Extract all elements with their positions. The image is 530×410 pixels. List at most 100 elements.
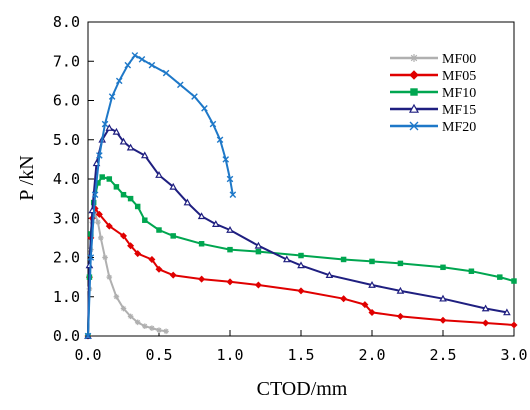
- data-point: [409, 70, 419, 80]
- data-point: [197, 212, 206, 220]
- data-point: [282, 255, 291, 263]
- data-point: [155, 171, 163, 178]
- data-point: [482, 319, 490, 327]
- data-point: [177, 81, 184, 89]
- data-point: [439, 294, 447, 302]
- data-point: [142, 217, 148, 223]
- data-point: [340, 256, 347, 263]
- x-tick-label: 2.0: [358, 346, 385, 364]
- legend-item-mf10: MF10: [390, 86, 476, 101]
- data-point: [227, 246, 233, 253]
- x-tick-label: 1.0: [216, 346, 243, 364]
- data-point: [503, 308, 511, 316]
- data-point: [156, 227, 162, 233]
- data-point: [134, 203, 141, 210]
- data-point: [410, 88, 418, 96]
- data-point: [142, 323, 148, 329]
- data-point: [198, 241, 205, 247]
- legend-label: MF05: [442, 69, 476, 84]
- data-point: [439, 316, 447, 324]
- series-line: [87, 213, 167, 337]
- data-point: [440, 264, 446, 271]
- x-axis-title: CTOD/mm: [257, 378, 348, 400]
- series-mf20: [84, 52, 237, 340]
- legend-item-mf00: MF00: [390, 52, 476, 67]
- data-point: [97, 235, 104, 241]
- x-tick-label: 1.5: [287, 346, 314, 364]
- series-mf10: [85, 174, 517, 339]
- data-point: [149, 325, 155, 331]
- data-point: [211, 220, 220, 227]
- data-point: [468, 268, 475, 274]
- data-point: [113, 293, 120, 300]
- data-point: [106, 274, 113, 280]
- series-layer: [84, 52, 518, 340]
- data-point: [226, 225, 234, 233]
- data-point: [409, 121, 419, 131]
- data-point: [131, 52, 139, 59]
- data-point: [408, 103, 420, 113]
- data-point: [112, 127, 121, 135]
- data-point: [108, 93, 116, 100]
- data-point: [226, 278, 234, 286]
- data-point: [162, 69, 170, 77]
- data-point: [95, 219, 101, 225]
- x-tick-label: 2.5: [429, 346, 456, 364]
- legend-label: MF10: [442, 86, 476, 101]
- data-point: [127, 242, 135, 250]
- y-tick-label: 7.0: [53, 52, 80, 70]
- data-point: [95, 210, 103, 218]
- y-tick-label: 1.0: [53, 288, 80, 306]
- data-point: [102, 254, 108, 261]
- y-tick-label: 4.0: [53, 170, 80, 188]
- data-point: [138, 55, 146, 63]
- data-point: [140, 151, 149, 159]
- series-line: [87, 54, 234, 337]
- y-tick-label: 8.0: [53, 13, 80, 31]
- data-point: [229, 191, 237, 198]
- data-point: [127, 313, 134, 320]
- data-point: [84, 332, 92, 340]
- data-point: [410, 54, 418, 62]
- data-point: [124, 61, 132, 69]
- data-point: [155, 265, 163, 273]
- data-point: [209, 120, 217, 128]
- data-point: [148, 61, 156, 69]
- data-point: [216, 136, 224, 144]
- data-point: [120, 305, 127, 312]
- data-point: [222, 156, 230, 163]
- data-point: [126, 143, 135, 151]
- legend-label: MF20: [442, 120, 476, 135]
- data-point: [99, 174, 105, 180]
- data-point: [497, 274, 503, 280]
- data-point: [105, 222, 113, 230]
- data-point: [226, 175, 234, 183]
- data-point: [396, 286, 405, 294]
- data-point: [254, 241, 263, 249]
- x-tick-label: 0.0: [74, 346, 101, 364]
- series-mf15: [84, 123, 511, 339]
- y-tick-label: 0.0: [53, 327, 80, 345]
- data-point: [113, 184, 120, 190]
- legend-item-mf05: MF05: [390, 69, 476, 84]
- data-point: [96, 152, 103, 159]
- series-line: [87, 127, 508, 337]
- data-point: [170, 233, 176, 239]
- data-point: [369, 258, 375, 265]
- data-point: [119, 137, 128, 145]
- data-point: [510, 321, 518, 329]
- data-point: [368, 308, 376, 316]
- data-point: [148, 255, 156, 263]
- data-point: [134, 319, 141, 326]
- y-tick-label: 3.0: [53, 209, 80, 227]
- data-point: [120, 191, 127, 198]
- legend-label: MF00: [442, 52, 476, 67]
- data-point: [101, 120, 109, 128]
- x-tick-label: 0.5: [145, 346, 172, 364]
- data-point: [87, 254, 95, 261]
- data-point: [254, 281, 262, 289]
- data-point: [106, 176, 113, 182]
- data-point: [127, 195, 134, 202]
- data-point: [198, 275, 206, 283]
